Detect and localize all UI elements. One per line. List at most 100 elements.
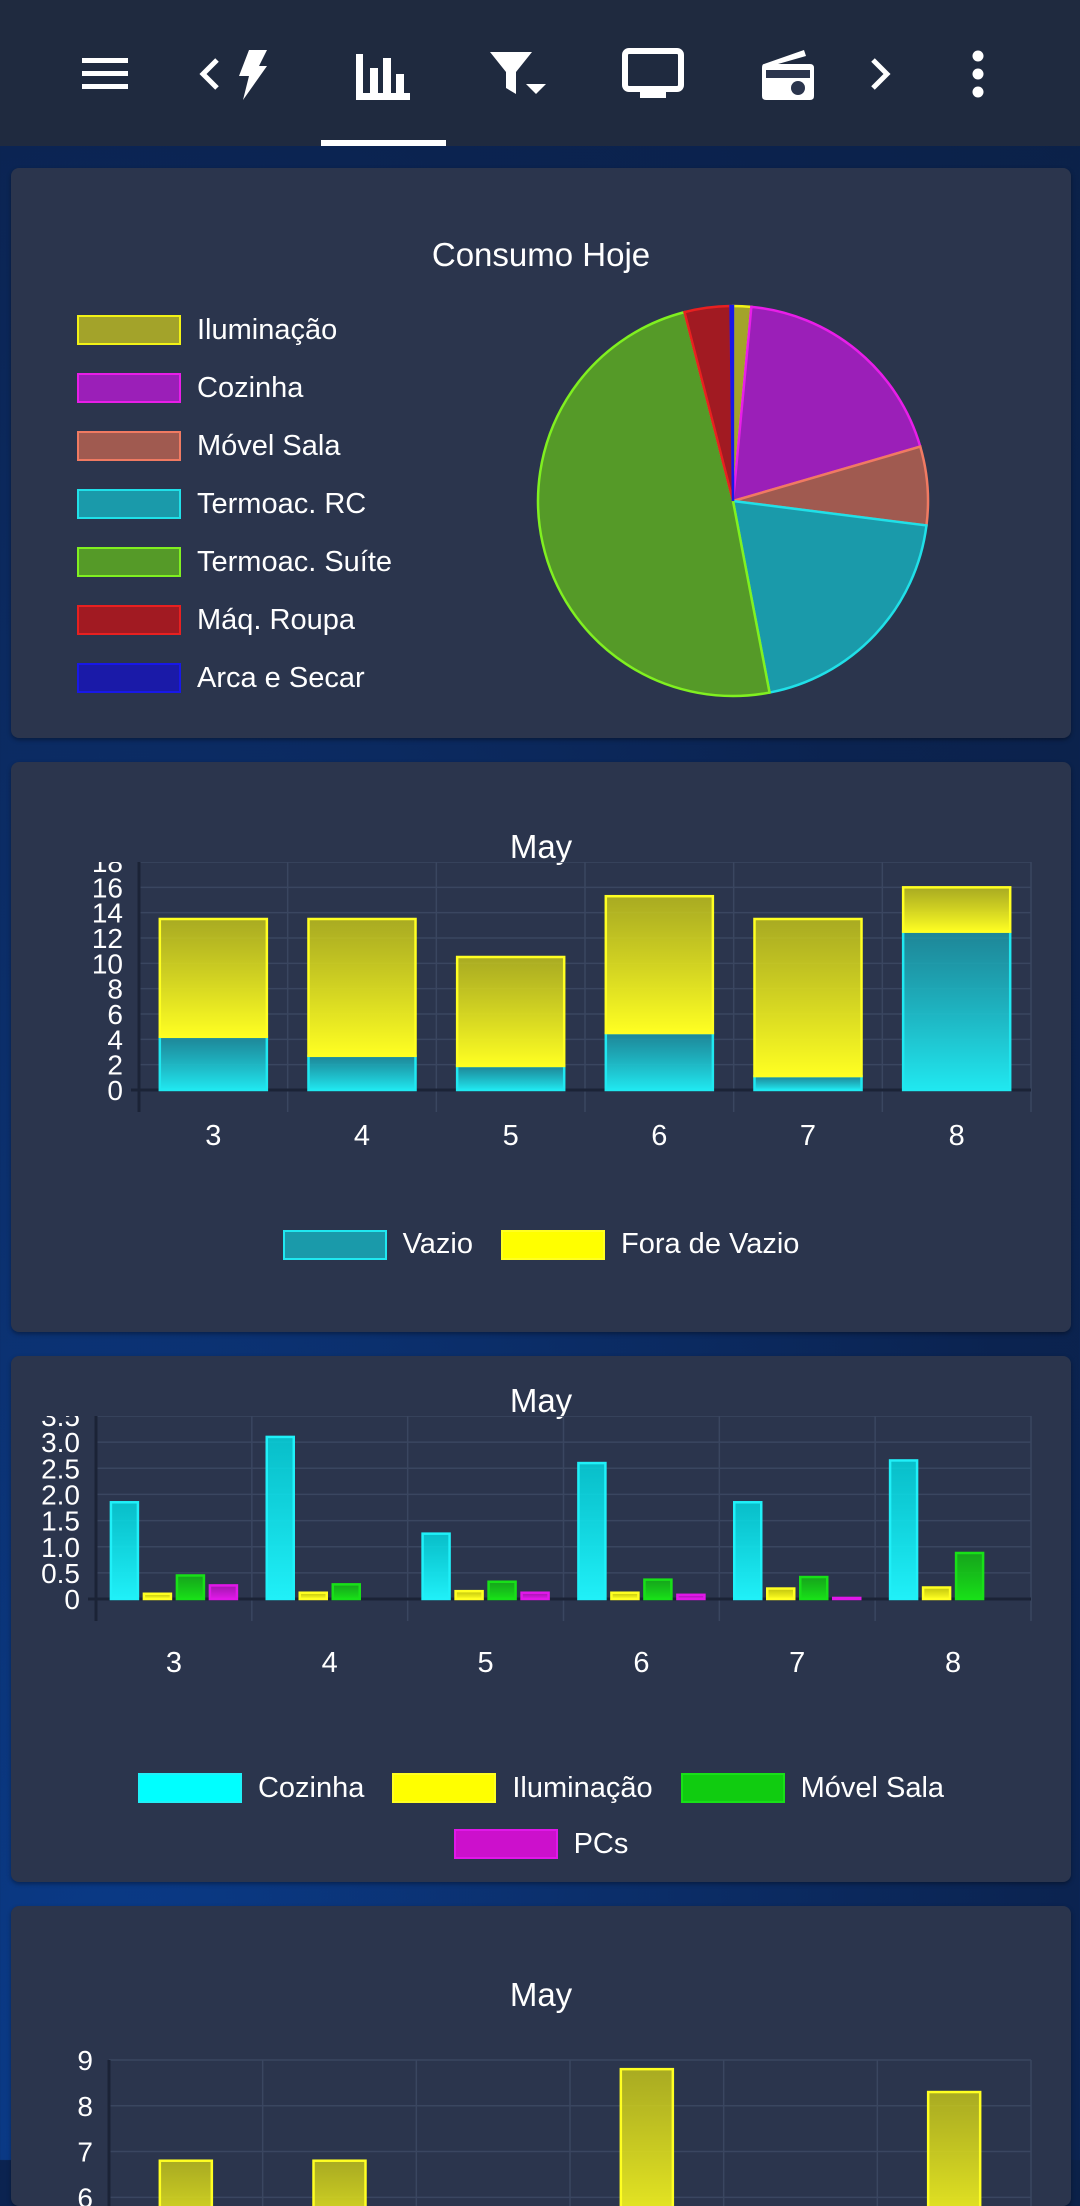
legend-item[interactable]: Fora de Vazio (501, 1228, 799, 1261)
legend-item[interactable]: PCs (453, 1828, 628, 1861)
chart-legend: Vazio Fora de Vazio (11, 1228, 1071, 1261)
bar-iluminacao-4[interactable] (298, 1591, 328, 1601)
legend-item-maq-roupa[interactable]: Máq. Roupa (77, 603, 355, 637)
y-tick-label: 7 (77, 2137, 93, 2168)
menu-icon[interactable] (78, 24, 132, 124)
legend-label: Máq. Roupa (197, 603, 355, 636)
bar-value-4[interactable] (312, 2159, 367, 2206)
legend-swatch (77, 489, 181, 519)
bar-chart[interactable]: 56789 (11, 2006, 1071, 2206)
bar-value-8[interactable] (926, 2090, 982, 2206)
bar-movel-sala-4[interactable] (331, 1583, 361, 1601)
bar-pcs-3[interactable] (208, 1584, 239, 1601)
bar-vazio-4[interactable] (307, 1054, 417, 1092)
legend-swatch (77, 315, 181, 345)
top-toolbar (0, 0, 1080, 146)
y-tick-label: 9 (77, 2045, 93, 2076)
bar-iluminacao-6[interactable] (610, 1591, 640, 1601)
y-tick-label: 10 (92, 948, 123, 979)
legend-swatch (501, 1229, 605, 1260)
bar-pcs-5[interactable] (520, 1591, 550, 1601)
bar-cozinha-6[interactable] (577, 1461, 607, 1601)
legend-label: Termoac. Suíte (197, 545, 393, 578)
bar-fora-de-vazio-8[interactable] (901, 886, 1012, 933)
monitor-icon[interactable] (622, 24, 684, 124)
radio-icon[interactable] (760, 24, 816, 124)
bar-pcs-6[interactable] (676, 1593, 706, 1601)
bar-value-3[interactable] (158, 2159, 214, 2206)
bar-fora-de-vazio-5[interactable] (455, 955, 566, 1068)
legend-item-iluminacao[interactable]: Iluminação (77, 313, 337, 347)
legend-item-termoac-suite[interactable]: Termoac. Suíte (77, 545, 392, 579)
y-tick-label: 2.5 (41, 1453, 80, 1484)
bar-vazio-6[interactable] (604, 1031, 715, 1092)
bar-value-6[interactable] (619, 2067, 675, 2206)
y-tick-label: 14 (92, 898, 123, 929)
y-tick-label: 2 (107, 1050, 123, 1081)
chart-title: May (509, 1382, 573, 1419)
bar-iluminacao-5[interactable] (454, 1589, 484, 1601)
filter-icon[interactable] (488, 24, 548, 124)
legend-item[interactable]: Cozinha (137, 1772, 364, 1805)
legend-item[interactable]: Vazio (282, 1228, 473, 1261)
bar-cozinha-3[interactable] (109, 1501, 140, 1601)
grouped-bar-card: May 0 0.5 1.0 1.5 2.0 2.5 3.0 3.5 3 4 5 6 7 8 Cozinha… (11, 1356, 1071, 1882)
legend-label: Fora de Vazio (621, 1228, 800, 1260)
x-tick-label: 6 (633, 1647, 649, 1679)
pie-slice-termoac-suite[interactable] (536, 310, 772, 698)
bar-movel-sala-8[interactable] (954, 1551, 985, 1601)
x-tick-label: 4 (354, 1120, 370, 1152)
bar-fora-de-vazio-7[interactable] (753, 917, 863, 1078)
legend-label: Cozinha (197, 371, 304, 404)
lightning-icon[interactable] (232, 24, 272, 124)
bar-cozinha-7[interactable] (733, 1501, 763, 1601)
chevron-right-icon[interactable] (866, 24, 896, 124)
bar-vazio-3[interactable] (158, 1035, 269, 1092)
bar-iluminacao-3[interactable] (142, 1592, 173, 1601)
legend-item[interactable]: Iluminação (392, 1772, 653, 1805)
y-tick-label: 6 (107, 999, 123, 1030)
bar-cozinha-8[interactable] (888, 1459, 919, 1601)
bar-fora-de-vazio-6[interactable] (604, 894, 715, 1035)
legend-item[interactable]: Móvel Sala (680, 1772, 944, 1805)
chart-title: May (509, 1976, 573, 2013)
bar-movel-sala-3[interactable] (175, 1574, 206, 1601)
bar-vazio-8[interactable] (901, 930, 1012, 1092)
pie-slice-cozinha[interactable] (731, 305, 922, 503)
bar-cozinha-5[interactable] (421, 1532, 451, 1601)
y-tick-label: 0.5 (41, 1558, 80, 1589)
legend-label: Vazio (402, 1228, 473, 1260)
more-vert-icon[interactable] (966, 24, 990, 124)
bar-movel-sala-5[interactable] (487, 1580, 517, 1601)
pie-slice-termoac-rc[interactable] (731, 499, 928, 695)
bar-vazio-7[interactable] (753, 1074, 863, 1092)
legend-item-movel-sala[interactable]: Móvel Sala (77, 429, 340, 463)
legend-swatch (77, 547, 181, 577)
bar-iluminacao-7[interactable] (766, 1587, 796, 1601)
legend-item-cozinha[interactable]: Cozinha (77, 371, 303, 405)
bar-iluminacao-8[interactable] (921, 1586, 952, 1601)
bar-movel-sala-6[interactable] (643, 1578, 673, 1601)
legend-label: Iluminação (197, 313, 338, 346)
bar-vazio-5[interactable] (455, 1064, 566, 1092)
chevron-left-icon[interactable] (194, 24, 224, 124)
legend-item-termoac-rc[interactable]: Termoac. RC (77, 487, 366, 521)
x-tick-label: 7 (800, 1120, 816, 1152)
legend-item-arca-e-secar[interactable]: Arca e Secar (77, 661, 365, 695)
bar-movel-sala-7[interactable] (799, 1575, 829, 1601)
bar-cozinha-4[interactable] (265, 1435, 295, 1601)
pie-chart-card: Consumo Hoje Iluminação Cozinha Móvel Sala… (11, 168, 1071, 738)
legend-swatch (77, 431, 181, 461)
pie-chart (536, 304, 930, 698)
bar-fora-de-vazio-4[interactable] (307, 917, 417, 1058)
bar-fora-de-vazio-3[interactable] (158, 917, 269, 1039)
bar-chart-card: May 56789 (11, 1906, 1071, 2206)
chart-title: May (509, 828, 573, 865)
pie-slice-arca-e-secar[interactable] (729, 304, 735, 502)
bar-pcs-7[interactable] (832, 1596, 862, 1601)
y-tick-label: 12 (92, 923, 123, 954)
grouped-bar-chart[interactable]: 00.51.01.52.02.53.03.5 3 4 5 6 7 8 (11, 1416, 1071, 1786)
bar-chart-icon[interactable] (354, 24, 410, 124)
chart-title: Consumo Hoje (431, 236, 651, 273)
